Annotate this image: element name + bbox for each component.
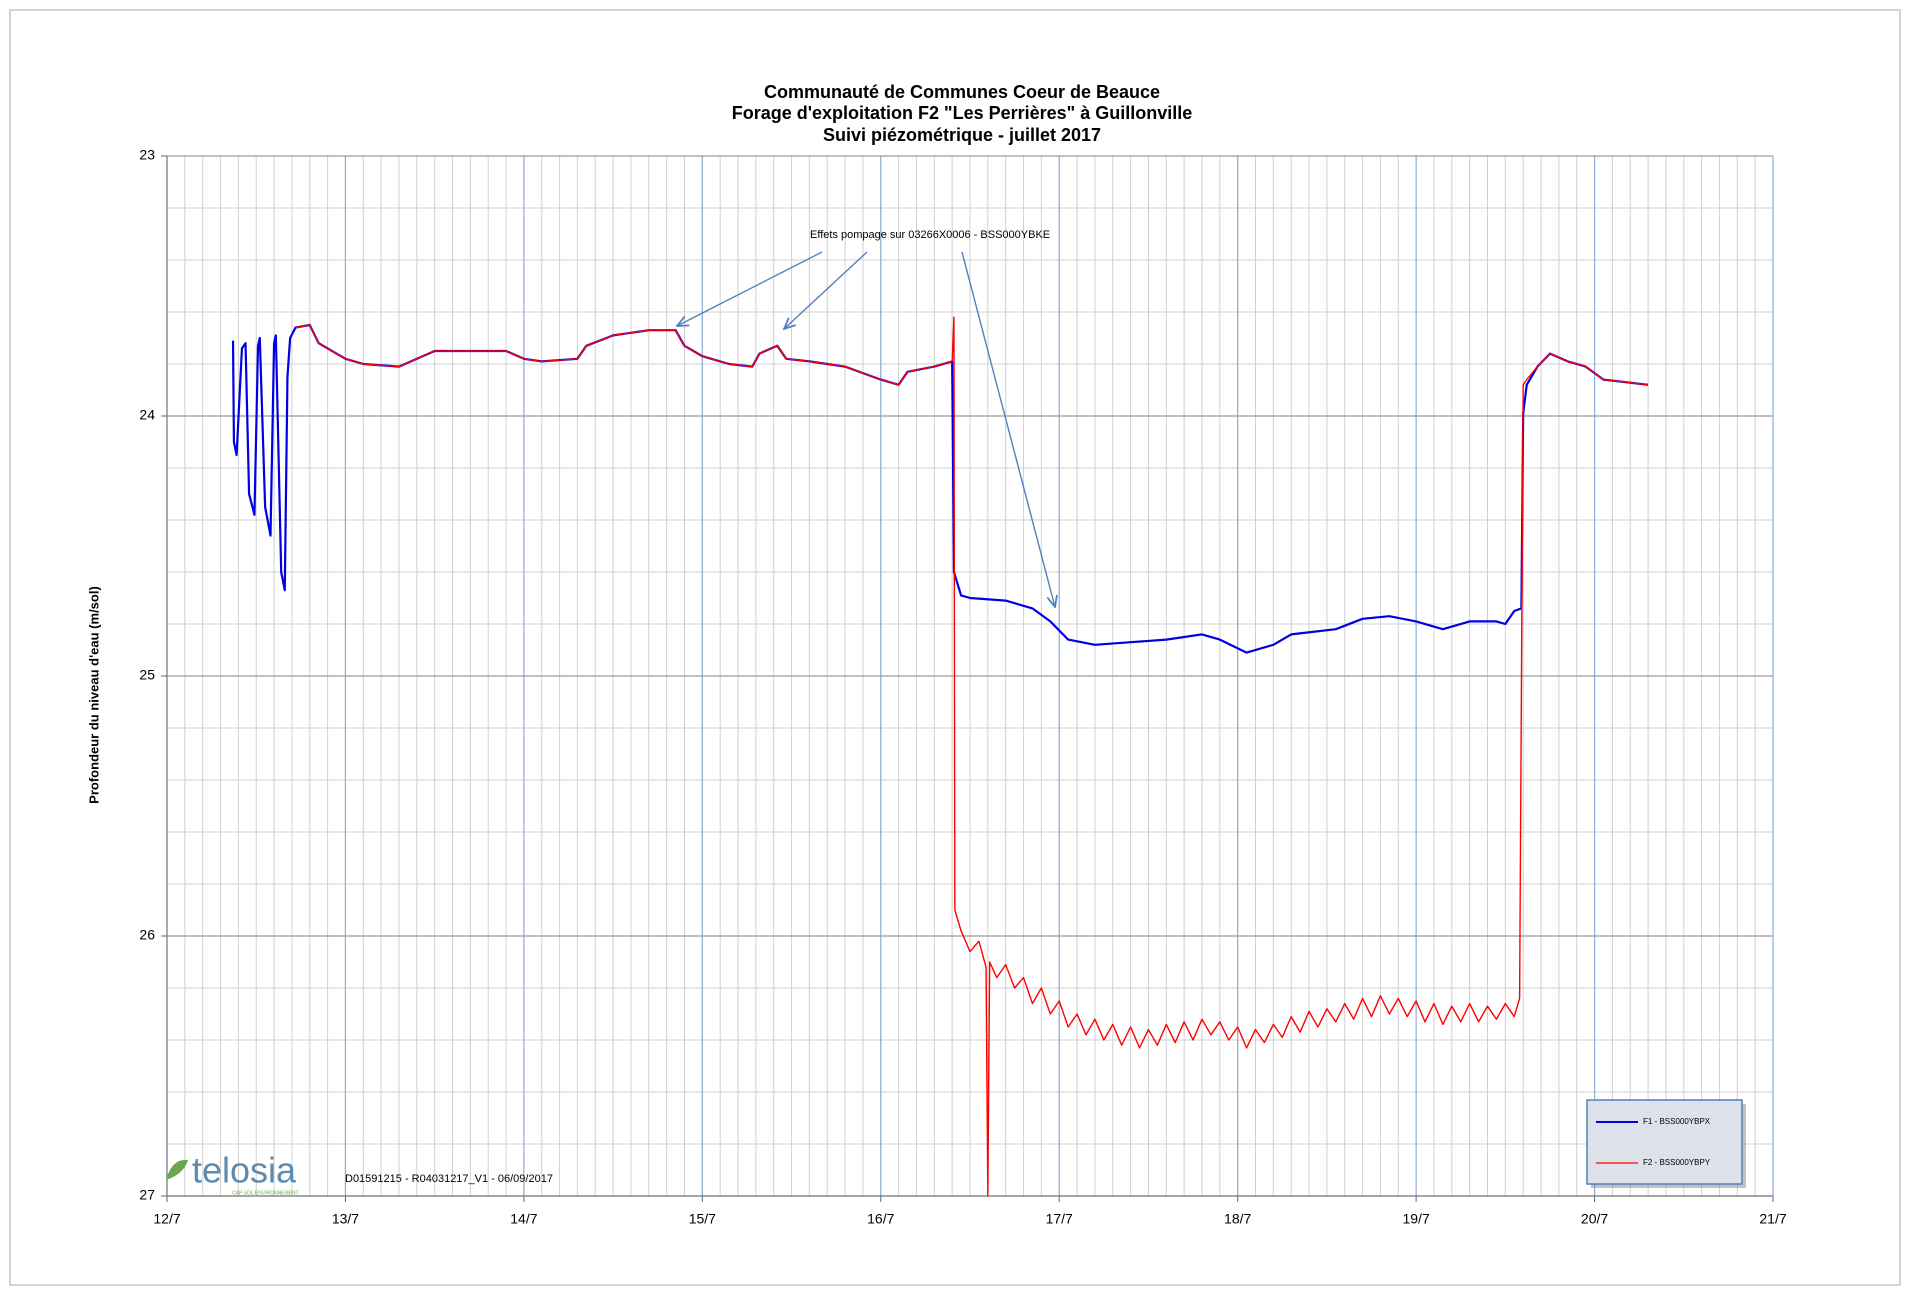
x-tick-label: 20/7 bbox=[1581, 1211, 1608, 1227]
x-tick-label: 17/7 bbox=[1046, 1211, 1073, 1227]
y-tick-label: 23 bbox=[139, 147, 155, 163]
x-tick-label: 15/7 bbox=[689, 1211, 716, 1227]
chart-title: Communauté de Communes Coeur de Beauce bbox=[764, 82, 1160, 102]
annotation: Effets pompage sur 03266X0006 - BSS000YB… bbox=[810, 229, 1050, 241]
y-tick-label: 26 bbox=[139, 927, 155, 943]
series-line bbox=[295, 316, 1649, 1197]
chart-title: Suivi piézométrique - juillet 2017 bbox=[823, 125, 1101, 145]
chart-title: Forage d'exploitation F2 "Les Perrières"… bbox=[732, 103, 1192, 123]
annotation-arrow bbox=[677, 251, 823, 326]
annotation-arrow bbox=[961, 251, 1055, 607]
x-tick-label: 12/7 bbox=[153, 1211, 180, 1227]
x-tick-label: 19/7 bbox=[1402, 1211, 1429, 1227]
x-tick-label: 21/7 bbox=[1759, 1211, 1786, 1227]
x-tick-label: 18/7 bbox=[1224, 1211, 1251, 1227]
legend-label: F2 - BSS000YBPY bbox=[1643, 1158, 1711, 1167]
plot bbox=[231, 316, 1649, 1197]
x-tick-label: 16/7 bbox=[867, 1211, 894, 1227]
footer: D01591215 - R04031217_V1 - 06/09/2017 bbox=[345, 1173, 553, 1185]
legend-box bbox=[1586, 1099, 1743, 1185]
y-axis-label: Profondeur du niveau d'eau (m/sol) bbox=[86, 586, 101, 804]
y-tick-label: 25 bbox=[139, 667, 155, 683]
logo: telosia CAP SOL ENVIRONNEMENT bbox=[166, 1150, 299, 1196]
legend-label: F1 - BSS000YBPX bbox=[1643, 1117, 1711, 1126]
logo-leaf bbox=[166, 1159, 188, 1180]
x-tick-label: 14/7 bbox=[510, 1211, 537, 1227]
annotation-arrow bbox=[784, 251, 868, 329]
logo-text: telosia bbox=[192, 1150, 297, 1191]
y-tick-label: 27 bbox=[139, 1187, 155, 1203]
y-tick-label: 24 bbox=[139, 407, 155, 423]
grid: 12/7 13/7 14/7 15/7 16/7 17/7 18/7 19/7 20/7 21/7… bbox=[139, 147, 1786, 1227]
logo-subtitle: CAP SOL ENVIRONNEMENT bbox=[232, 1190, 299, 1196]
x-tick-label: 13/7 bbox=[332, 1211, 359, 1227]
legend: F1 - BSS000YBPX F2 - BSS000YBPY bbox=[1586, 1099, 1746, 1188]
